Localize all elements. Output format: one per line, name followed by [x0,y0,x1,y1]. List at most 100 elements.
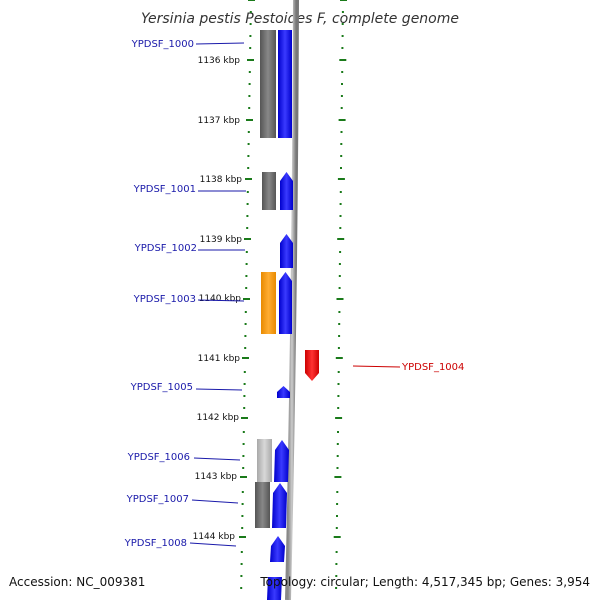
minor-tick [340,95,343,97]
gene-label-ypdsf-1007[interactable]: YPDSF_1007 [126,494,189,505]
cds-feature-ypdsf-1005[interactable] [277,386,290,398]
tick-label: 1139 kbp [200,235,243,245]
minor-tick [243,407,246,409]
tick-label: 1138 kbp [200,175,243,185]
minor-tick [341,71,344,73]
gene-label-ypdsf-1001[interactable]: YPDSF_1001 [133,184,196,195]
gene-label-ypdsf-1004[interactable]: YPDSF_1004 [401,362,464,373]
minor-tick [241,527,244,529]
minor-tick [338,275,341,277]
minor-tick [247,155,250,157]
major-tick [333,536,341,538]
left-tick-guide [239,0,255,589]
cds-feature-ypdsf-1000[interactable] [278,30,292,138]
tick-label: 1144 kbp [193,532,236,542]
minor-tick [249,47,252,49]
minor-tick [245,251,248,253]
minor-tick [340,131,343,133]
major-tick [239,536,246,538]
cds-feature-ypdsf-1002[interactable] [280,234,293,268]
minor-tick [240,551,243,553]
minor-tick [335,527,338,529]
major-tick [338,119,346,121]
major-tick [335,417,343,419]
minor-tick [249,23,252,25]
minor-tick [339,203,342,205]
minor-tick [335,575,338,577]
minor-tick [337,407,340,409]
cds-feature-ypdsf-1003[interactable] [279,272,292,334]
minor-tick [336,515,338,517]
gc-content-track [255,30,276,528]
position-scale: 1136 kbp 1137 kbp 1138 kbp 1139 kbp 1140… [193,56,243,542]
cds-feature-ypdsf-1006[interactable] [274,440,289,482]
tick-label: 1143 kbp [195,472,238,482]
gene-label-ypdsf-1005[interactable]: YPDSF_1005 [130,382,193,393]
cds-feature-ypdsf-1001[interactable] [280,172,293,210]
major-tick [245,178,252,180]
minor-tick [340,167,342,169]
minor-tick [245,287,248,289]
minor-tick [245,275,248,277]
tick-label: 1136 kbp [198,56,241,66]
minor-tick [241,491,244,493]
minor-tick [341,83,343,85]
minor-tick [242,455,245,457]
minor-tick [339,227,342,229]
major-tick [335,357,343,359]
accession-text: Accession: NC_009381 [9,575,145,589]
minor-tick [244,335,247,337]
gene-label-ypdsf-1002[interactable]: YPDSF_1002 [134,243,197,254]
minor-tick [337,347,340,349]
gene-label-ypdsf-1006[interactable]: YPDSF_1006 [127,452,190,463]
minor-tick [336,503,339,505]
minor-tick [243,395,246,397]
gene-label-ypdsf-1000[interactable]: YPDSF_1000 [131,39,194,50]
minor-tick [244,323,247,325]
minor-tick [244,311,247,313]
minor-tick [338,287,341,289]
gc-bar [255,482,270,528]
minor-tick [248,83,251,85]
minor-tick [246,203,249,205]
major-tick [241,417,248,419]
minor-tick [244,347,247,349]
major-tick [240,476,247,478]
cds-feature-ypdsf-1008[interactable] [270,536,285,562]
gene-label-ypdsf-1008[interactable]: YPDSF_1008 [124,538,187,549]
minor-tick [336,467,339,469]
cds-track [267,30,319,600]
gc-bar [262,172,276,210]
tick-label: 1141 kbp [198,354,241,364]
major-tick [334,476,342,478]
major-tick [247,59,254,61]
cds-feature-ypdsf-1004[interactable] [305,350,319,381]
minor-tick [249,35,252,37]
minor-tick [240,563,243,565]
major-tick [337,178,345,180]
minor-tick [245,263,248,265]
gc-bar [261,272,276,334]
minor-tick [247,143,250,145]
gene-label-ypdsf-1003[interactable]: YPDSF_1003 [133,294,196,305]
major-tick [339,59,347,61]
minor-tick [338,335,341,337]
minor-tick [248,107,251,109]
right-tick-guide [333,0,347,589]
minor-tick [335,587,338,589]
minor-tick [336,455,339,457]
minor-tick [241,503,244,505]
minor-tick [240,575,243,577]
minor-tick [338,323,341,325]
backbone-ring [285,0,299,600]
cds-feature-ypdsf-1007[interactable] [272,483,287,528]
minor-tick [335,563,338,565]
minor-tick [248,95,251,97]
major-tick [337,238,345,240]
minor-tick [340,107,343,109]
major-tick [244,238,251,240]
gene-leader-lines [189,42,401,547]
minor-tick [335,551,338,553]
major-tick [242,357,249,359]
